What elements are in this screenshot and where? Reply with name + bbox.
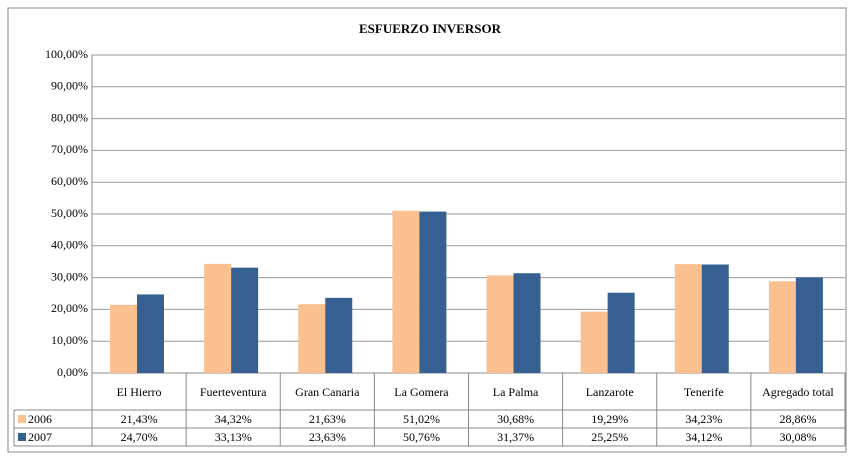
legend-label: 2007 [28, 430, 52, 444]
bar [137, 294, 164, 373]
y-tick-label: 30,00% [51, 269, 88, 283]
category-label: Agregado total [762, 384, 834, 399]
data-label: 51,02% [402, 412, 440, 426]
data-label: 34,23% [685, 412, 723, 426]
y-tick-label: 20,00% [51, 301, 88, 315]
bar [795, 277, 823, 373]
legend-label: 2006 [28, 412, 52, 426]
category-label: Fuerteventura [199, 384, 267, 399]
legend-swatch [18, 433, 26, 441]
data-label: 30,08% [779, 430, 817, 444]
bar [419, 211, 447, 373]
bar [607, 292, 635, 373]
bar [513, 273, 541, 373]
bar [674, 264, 702, 373]
data-label: 34,12% [685, 430, 723, 444]
data-label: 30,68% [497, 412, 535, 426]
bar [580, 311, 608, 373]
chart-title: ESFUERZO INVERSOR [359, 21, 502, 36]
data-label: 28,86% [779, 412, 817, 426]
bar [392, 210, 420, 373]
data-label: 21,63% [308, 412, 346, 426]
y-tick-label: 100,00% [45, 47, 88, 61]
y-tick-label: 50,00% [51, 206, 88, 220]
y-tick-label: 70,00% [51, 142, 88, 156]
category-label: Lanzarote [585, 384, 634, 399]
data-label: 24,70% [120, 430, 158, 444]
data-label: 19,29% [591, 412, 629, 426]
bar [231, 267, 259, 373]
data-label: 33,13% [214, 430, 252, 444]
data-label: 34,32% [214, 412, 252, 426]
category-label: La Palma [492, 384, 539, 399]
bar [701, 264, 729, 373]
y-tick-label: 80,00% [51, 110, 88, 124]
data-label: 23,63% [308, 430, 346, 444]
y-tick-label: 40,00% [51, 238, 88, 252]
y-tick-label: 0,00% [57, 365, 88, 379]
bar [768, 281, 796, 373]
bar [204, 263, 232, 373]
bar [298, 304, 326, 373]
bar [325, 297, 353, 373]
y-tick-label: 60,00% [51, 174, 88, 188]
data-label: 21,43% [120, 412, 158, 426]
data-label: 31,37% [497, 430, 535, 444]
bar [486, 275, 514, 373]
legend-swatch [18, 415, 26, 423]
y-tick-label: 10,00% [51, 333, 88, 347]
category-label: Tenerife [683, 384, 724, 399]
category-label: El Hierro [116, 384, 162, 399]
bar [110, 304, 137, 373]
category-label: La Gomera [394, 384, 449, 399]
data-label: 25,25% [591, 430, 629, 444]
category-label: Gran Canaria [295, 384, 360, 399]
data-label: 50,76% [402, 430, 440, 444]
y-tick-label: 90,00% [51, 79, 88, 93]
